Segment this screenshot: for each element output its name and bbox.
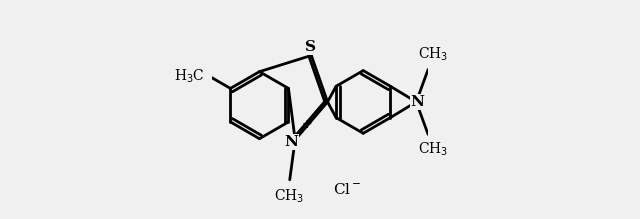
Text: H$_3$C: H$_3$C	[174, 68, 205, 85]
Text: CH$_3$: CH$_3$	[273, 187, 304, 205]
Text: S: S	[305, 40, 316, 54]
Text: +: +	[301, 118, 312, 131]
Text: N: N	[410, 95, 424, 109]
Text: CH$_3$: CH$_3$	[419, 46, 449, 63]
Text: Cl$^-$: Cl$^-$	[333, 182, 362, 197]
Text: N: N	[284, 135, 298, 149]
Text: CH$_3$: CH$_3$	[419, 141, 449, 158]
